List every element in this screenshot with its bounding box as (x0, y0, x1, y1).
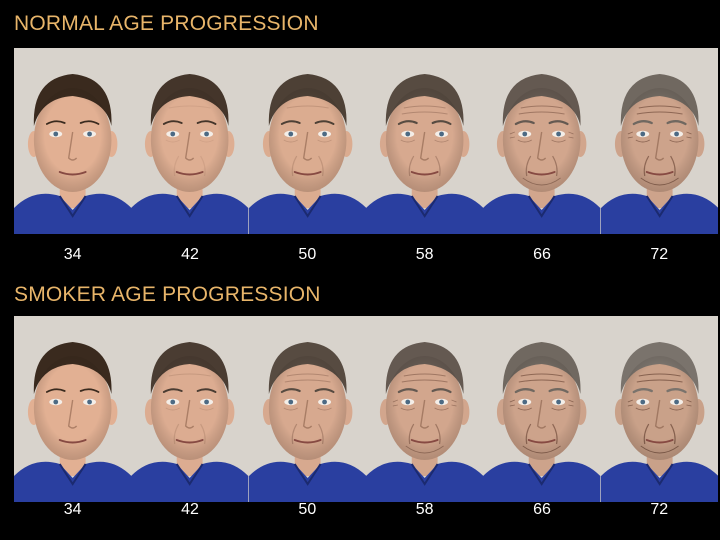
age-label: 34 (63, 501, 82, 518)
face-photo (365, 48, 484, 234)
face-photo (483, 48, 601, 234)
age-label: 42 (181, 501, 199, 518)
face-photo-frame (365, 316, 484, 502)
smoker-section-title: SMOKER AGE PROGRESSION (14, 283, 321, 306)
age-label: 50 (298, 501, 317, 518)
face-photo (600, 48, 718, 234)
face-photo-frame (483, 48, 601, 234)
age-label: 58 (415, 246, 434, 263)
face-photo (131, 316, 249, 502)
face-photo-frame (365, 48, 484, 234)
normal-photo-strip (14, 48, 718, 234)
face-photo (365, 316, 484, 502)
face-photo-frame (14, 316, 132, 502)
age-label: 34 (63, 246, 82, 263)
face-photo (14, 316, 132, 502)
age-label: 58 (415, 501, 434, 518)
face-photo-frame (14, 48, 132, 234)
age-label: 66 (533, 501, 551, 518)
face-photo (248, 316, 366, 502)
age-label: 72 (650, 501, 669, 518)
face-photo-frame (600, 316, 718, 502)
face-photo-frame (131, 316, 249, 502)
normal-age-labels: 34 42 50 58 66 72 (14, 247, 718, 263)
normal-section-title: NORMAL AGE PROGRESSION (14, 12, 319, 35)
face-photo (248, 48, 366, 234)
smoker-age-labels: 34 42 50 58 66 72 (14, 502, 718, 518)
age-label: 72 (650, 246, 669, 263)
face-photo (14, 48, 132, 234)
face-photo-frame (248, 48, 366, 234)
face-photo-frame (248, 316, 366, 502)
age-label: 66 (533, 246, 551, 263)
face-photo-frame (131, 48, 249, 234)
age-label: 50 (298, 246, 317, 263)
face-photo-frame (483, 316, 601, 502)
age-label: 42 (181, 246, 199, 263)
face-photo-frame (600, 48, 718, 234)
face-photo (600, 316, 718, 502)
smoker-photo-strip (14, 316, 718, 502)
face-photo (483, 316, 601, 502)
face-photo (131, 48, 249, 234)
